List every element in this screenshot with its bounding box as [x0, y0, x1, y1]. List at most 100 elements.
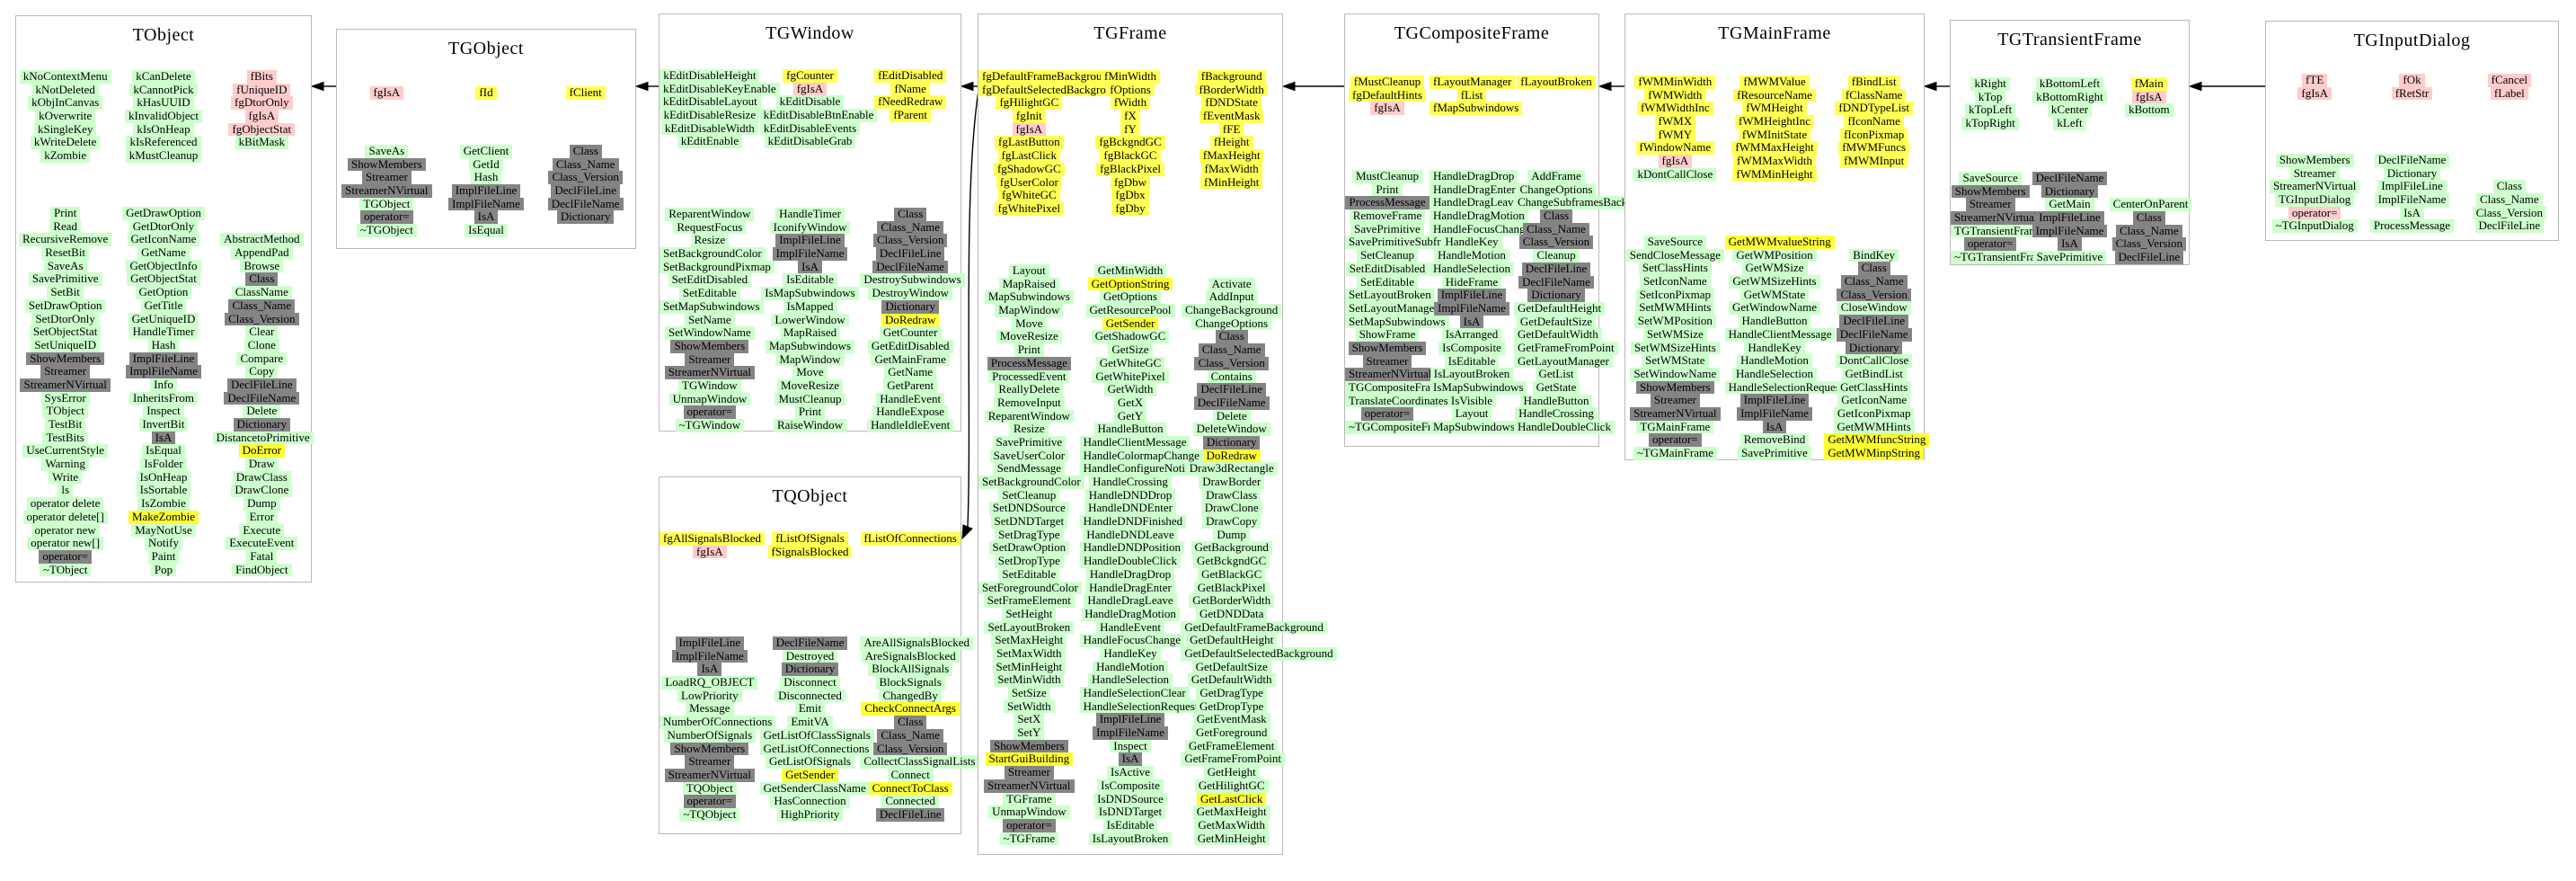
class-method-GetForeground[interactable]: GetForeground	[1191, 725, 1271, 740]
class-method-GetFrameFromPoint[interactable]: GetFrameFromPoint	[1181, 752, 1285, 767]
class-method-SetDNDTarget[interactable]: SetDNDTarget	[990, 514, 1068, 529]
class-method-GetResourcePool[interactable]: GetResourcePool	[1085, 303, 1175, 317]
class-method-HandleDragLeave[interactable]: HandleDragLeave	[1430, 196, 1523, 210]
class-attribute-kWriteDelete[interactable]: kWriteDelete	[30, 136, 101, 150]
class-method-SetMaxHeight[interactable]: SetMaxHeight	[991, 634, 1067, 647]
class-method-ImplFileName[interactable]: ImplFileName	[772, 246, 848, 261]
class-method-ClassName[interactable]: ClassName	[231, 285, 292, 299]
class-method-DeclFileLine[interactable]: DeclFileLine	[1839, 314, 1908, 328]
class-method-~TGWindow[interactable]: ~TGWindow	[675, 418, 745, 432]
class-method-SetLayoutBroken[interactable]: SetLayoutBroken	[984, 620, 1075, 635]
class-method-SavePrimitive[interactable]: SavePrimitive	[28, 272, 102, 287]
class-attribute-fMapSubwindows[interactable]: fMapSubwindows	[1430, 102, 1523, 116]
class-method-TGFrame[interactable]: TGFrame	[1003, 792, 1056, 806]
class-method-Warning[interactable]: Warning	[41, 457, 89, 471]
class-method-GetIconPixmap[interactable]: GetIconPixmap	[1833, 406, 1915, 421]
class-method-MakeZombie[interactable]: MakeZombie	[128, 510, 199, 524]
class-method-GetDefaultSize[interactable]: GetDefaultSize	[1191, 660, 1271, 674]
class-method-DrawClass[interactable]: DrawClass	[1202, 488, 1261, 503]
class-method-ShowMembers[interactable]: ShowMembers	[2275, 153, 2354, 167]
class-method-IsA[interactable]: IsA	[474, 210, 499, 225]
class-attribute-fBorderWidth[interactable]: fBorderWidth	[1195, 83, 1268, 97]
class-method-IsA[interactable]: IsA	[1118, 752, 1143, 767]
class-method-AddFrame[interactable]: AddFrame	[1527, 169, 1585, 183]
class-method-IsFolder[interactable]: IsFolder	[140, 457, 187, 471]
class-method-operator-[interactable]: operator=	[1649, 433, 1702, 447]
class-method-SetBackgroundColor[interactable]: SetBackgroundColor	[978, 475, 1084, 489]
class-attribute-fMinHeight[interactable]: fMinHeight	[1199, 175, 1263, 190]
class-method-RemoveInput[interactable]: RemoveInput	[993, 396, 1065, 410]
class-title-TObject[interactable]: TObject	[132, 25, 195, 45]
class-method-RecursiveRemove[interactable]: RecursiveRemove	[19, 233, 112, 247]
class-method-SetWMSizeHints[interactable]: SetWMSizeHints	[1630, 341, 1720, 355]
class-method-Notify[interactable]: Notify	[145, 536, 182, 550]
class-attribute-kEditDisable[interactable]: kEditDisable	[775, 95, 845, 110]
class-method-InvertBit[interactable]: InvertBit	[138, 417, 189, 432]
class-method-CloseWindow[interactable]: CloseWindow	[1837, 301, 1911, 316]
class-attribute-fgIsA[interactable]: fgIsA	[369, 85, 404, 100]
class-method-ReparentWindow[interactable]: ReparentWindow	[984, 409, 1074, 423]
class-method-SetY[interactable]: SetY	[1014, 725, 1045, 740]
class-attribute-fMustCleanup[interactable]: fMustCleanup	[1350, 75, 1425, 89]
class-method-HandleIdleEvent[interactable]: HandleIdleEvent	[867, 418, 954, 432]
class-method-GetOptions[interactable]: GetOptions	[1100, 290, 1161, 305]
class-method-SetWidth[interactable]: SetWidth	[1004, 699, 1055, 714]
class-method-GetDropType[interactable]: GetDropType	[1196, 699, 1268, 714]
class-method-Dictionary[interactable]: Dictionary	[556, 210, 615, 225]
class-attribute-fgDefaultSelectedBackground[interactable]: fgDefaultSelectedBackground	[978, 83, 1128, 97]
class-method-~TGInputDialog[interactable]: ~TGInputDialog	[2271, 219, 2358, 234]
class-attribute-kEditDisableGrab[interactable]: kEditDisableGrab	[764, 135, 856, 149]
class-method-HandleFocusChange[interactable]: HandleFocusChange	[1430, 222, 1535, 236]
class-attribute-fClassName[interactable]: fClassName	[1841, 88, 1907, 102]
class-method-Dump[interactable]: Dump	[243, 496, 280, 511]
class-attribute-fMWMInput[interactable]: fMWMInput	[1840, 154, 1908, 168]
class-method-ProcessMessage[interactable]: ProcessMessage	[1345, 196, 1430, 210]
class-method-GetDefaultWidth[interactable]: GetDefaultWidth	[1187, 673, 1276, 687]
class-method-Class_Name[interactable]: Class_Name	[552, 157, 619, 172]
class-attribute-fWMHeight[interactable]: fWMHeight	[1742, 102, 1807, 116]
class-method-HandleDragMotion[interactable]: HandleDragMotion	[1081, 607, 1180, 621]
class-method-DrawClass[interactable]: DrawClass	[232, 470, 291, 485]
class-method-GetBindList[interactable]: GetBindList	[1841, 367, 1907, 381]
class-attribute-fWMMinWidth[interactable]: fWMMinWidth	[1634, 75, 1716, 89]
class-attribute-kObjInCanvas[interactable]: kObjInCanvas	[28, 96, 103, 111]
class-method-HandleTimer[interactable]: HandleTimer	[775, 207, 845, 221]
class-method-ImplFileName[interactable]: ImplFileName	[126, 365, 201, 378]
class-method-Class_Version[interactable]: Class_Version	[1518, 236, 1594, 250]
class-method-SetWMSize[interactable]: SetWMSize	[1642, 327, 1707, 342]
class-method-HandleConfigureNotify[interactable]: HandleConfigureNotify	[1079, 462, 1199, 476]
class-method-Streamer[interactable]: Streamer	[361, 171, 412, 185]
class-method-Print[interactable]: Print	[1014, 343, 1044, 357]
class-method-Class_Version[interactable]: Class_Version	[1837, 288, 1911, 302]
class-attribute-fFE[interactable]: fFE	[1218, 122, 1244, 137]
class-method-HandleButton[interactable]: HandleButton	[1519, 394, 1593, 408]
class-method-SetWMPosition[interactable]: SetWMPosition	[1633, 314, 1716, 328]
class-method-Class_Name[interactable]: Class_Name	[1523, 222, 1589, 236]
class-attribute-fgDbw[interactable]: fgDbw	[1110, 175, 1151, 190]
class-method-MoveResize[interactable]: MoveResize	[777, 378, 843, 393]
class-method-SetEditable[interactable]: SetEditable	[678, 286, 740, 300]
class-attribute-fMinWidth[interactable]: fMinWidth	[1101, 69, 1160, 84]
class-method-TGInputDialog[interactable]: TGInputDialog	[2275, 192, 2355, 207]
class-method-ImplFileName[interactable]: ImplFileName	[2374, 192, 2450, 207]
class-attribute-fWMInitState[interactable]: fWMInitState	[1738, 128, 1811, 142]
class-method-GetName[interactable]: GetName	[884, 366, 937, 379]
class-method-DeclFileName[interactable]: DeclFileName	[1518, 275, 1594, 289]
class-method-HandleDragLeave[interactable]: HandleDragLeave	[1084, 593, 1177, 608]
class-method-StartGuiBuilding[interactable]: StartGuiBuilding	[985, 752, 1074, 767]
class-method-Class_Version[interactable]: Class_Version	[2111, 237, 2187, 252]
class-method-Dictionary[interactable]: Dictionary	[2040, 184, 2099, 199]
class-attribute-fId[interactable]: fId	[475, 85, 497, 100]
class-method-StreamerNVirtual[interactable]: StreamerNVirtual	[1345, 368, 1436, 381]
class-attribute-fgLastClick[interactable]: fgLastClick	[997, 148, 1061, 163]
class-method-HandleClientMessage[interactable]: HandleClientMessage	[1079, 435, 1191, 449]
class-method-CenterOnParent[interactable]: CenterOnParent	[2109, 198, 2192, 212]
class-method-GetSenderClassName[interactable]: GetSenderClassName	[759, 781, 870, 796]
class-method-SetDtorOnly[interactable]: SetDtorOnly	[31, 312, 99, 326]
class-attribute-kLeft[interactable]: kLeft	[2053, 116, 2086, 130]
class-method-TGTransientFrame[interactable]: TGTransientFrame	[1951, 224, 2048, 238]
class-attribute-fgObjectStat[interactable]: fgObjectStat	[228, 122, 296, 137]
class-method-DeclFileName[interactable]: DeclFileName	[772, 636, 848, 650]
class-method-Streamer[interactable]: Streamer	[40, 365, 91, 378]
class-method-HandleDNDFinished[interactable]: HandleDNDFinished	[1079, 514, 1187, 529]
